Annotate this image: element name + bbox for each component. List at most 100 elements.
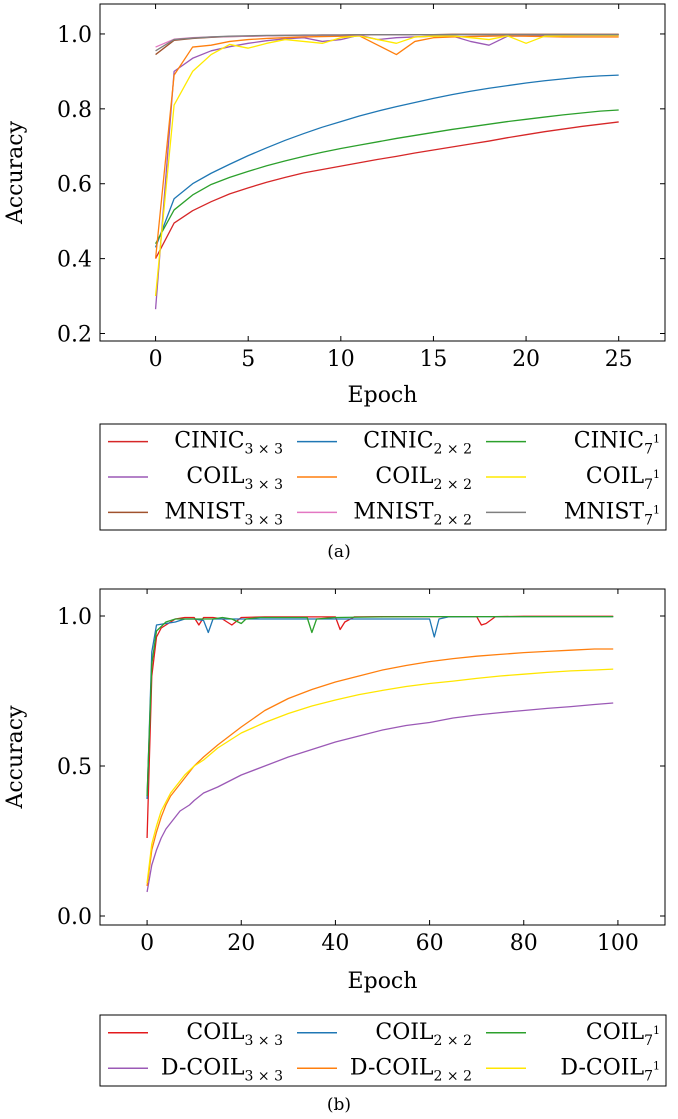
legend-label-superscript: 1	[653, 1024, 660, 1037]
y-tick-label: 0.2	[57, 323, 92, 348]
series-line-d-coil-5	[146, 648, 614, 887]
legend-label-base: MNIST	[564, 499, 645, 524]
legend-label: MNIST3 × 3	[164, 499, 283, 528]
x-tick-label: 5	[241, 347, 255, 372]
figure-caption: (a)	[327, 542, 350, 562]
legend-label: MNIST2 × 2	[353, 499, 472, 528]
y-tick-label: 0.5	[57, 755, 92, 780]
y-axis-label: Accuracy	[3, 120, 28, 225]
legend-label: CINIC3 × 3	[174, 429, 283, 458]
series-line-coil-5	[154, 35, 619, 259]
series-line-coil-2	[146, 615, 614, 800]
legend-label-base: CINIC	[174, 429, 244, 454]
series-line-mnist-9	[155, 34, 619, 52]
legend-label-subscript: 3 × 3	[245, 477, 283, 493]
legend-label-superscript: 1	[653, 468, 660, 481]
plot-frame	[99, 3, 666, 342]
legend-item: MNIST71	[486, 499, 660, 528]
legend-label-subscript: 2 × 2	[434, 477, 472, 493]
legend-label-subscript: 7	[644, 442, 653, 458]
legend-label: MNIST71	[564, 499, 660, 528]
legend-label-base: CINIC	[574, 429, 644, 454]
legend-label-subscript: 2 × 2	[434, 512, 472, 528]
legend-item: D-COIL71	[486, 1055, 660, 1084]
legend-label: COIL71	[586, 1020, 660, 1049]
legend-item: COIL71	[486, 464, 660, 493]
legend-item: COIL2 × 2	[297, 1020, 472, 1049]
y-tick-label: 1.0	[57, 605, 92, 630]
legend-label-base: D-COIL	[350, 1055, 434, 1080]
series-group	[146, 615, 614, 893]
series-line-coil-1	[146, 615, 614, 839]
legend-label-base: CINIC	[363, 429, 433, 454]
legend-item: COIL3 × 3	[108, 464, 283, 493]
legend-item: COIL3 × 3	[108, 1020, 283, 1049]
legend-label: CINIC2 × 2	[363, 429, 472, 458]
legend-label-subscript: 3 × 3	[245, 1033, 283, 1049]
series-line-d-coil-4	[146, 702, 614, 893]
legend-label-subscript: 2 × 2	[434, 442, 472, 458]
legend-box	[99, 423, 667, 531]
legend-item: MNIST2 × 2	[297, 499, 472, 528]
legend-label-base: D-COIL	[560, 1055, 644, 1080]
series-line-d-coil-6	[146, 668, 614, 884]
legend-item: CINIC3 × 3	[108, 429, 283, 458]
legend-label: COIL71	[586, 464, 660, 493]
legend-label: COIL3 × 3	[186, 464, 283, 493]
y-axis-label: Accuracy	[3, 705, 28, 810]
legend-label-superscript: 1	[653, 1059, 660, 1072]
series-line-coil-3	[146, 615, 614, 797]
x-tick-label: 10	[327, 347, 355, 372]
x-tick-label: 25	[605, 347, 633, 372]
x-axis-label: Epoch	[348, 969, 418, 994]
x-tick-label: 40	[321, 931, 349, 956]
legend-label-subscript: 2 × 2	[434, 1068, 472, 1084]
y-tick-label: 0.8	[57, 98, 92, 123]
legend-item: D-COIL3 × 3	[108, 1055, 283, 1084]
legend-label-subscript: 3 × 3	[245, 512, 283, 528]
legend-label-base: COIL	[186, 1020, 245, 1045]
series-group	[154, 33, 619, 310]
series-line-coil-4	[154, 34, 619, 310]
legend-item: COIL71	[486, 1020, 660, 1049]
legend-item: COIL2 × 2	[297, 464, 472, 493]
legend-label-subscript: 7	[644, 512, 653, 528]
legend-label-base: COIL	[186, 464, 245, 489]
legend-label-base: D-COIL	[161, 1055, 245, 1080]
legend-label-base: MNIST	[353, 499, 434, 524]
legend-label-superscript: 1	[653, 433, 660, 446]
legend-label-base: MNIST	[164, 499, 245, 524]
x-axis-label: Epoch	[348, 383, 418, 408]
legend-label-superscript: 1	[653, 503, 660, 516]
legend-label-subscript: 3 × 3	[245, 1068, 283, 1084]
x-tick-label: 60	[416, 931, 444, 956]
plot-frame	[99, 588, 666, 926]
x-tick-label: 0	[140, 931, 154, 956]
series-line-coil-6	[154, 34, 619, 297]
y-tick-label: 0.6	[57, 173, 92, 198]
chart-1: 0 5 10 15 20 25 0.2 0.4 0.6 0.8 1.0 Epoch Accuracy CI…	[3, 3, 667, 562]
legend-label-subscript: 7	[644, 1033, 653, 1049]
y-tick-label: 0.0	[57, 905, 92, 930]
legend-label-base: COIL	[375, 1020, 434, 1045]
legend-label-subscript: 7	[644, 1068, 653, 1084]
x-tick-label: 15	[419, 347, 447, 372]
legend-item: CINIC71	[486, 429, 660, 458]
x-tick-label: 100	[597, 931, 639, 956]
series-line-cinic-3	[155, 109, 619, 244]
legend-label-subscript: 2 × 2	[434, 1033, 472, 1049]
legend-label: COIL2 × 2	[375, 1020, 472, 1049]
legend-label-base: COIL	[586, 464, 645, 489]
x-tick-label: 20	[227, 931, 255, 956]
y-tick-label: 0.4	[57, 248, 92, 273]
legend-item: CINIC2 × 2	[297, 429, 472, 458]
series-line-cinic-1	[154, 121, 619, 259]
legend-box	[99, 1014, 667, 1087]
x-tick-label: 20	[512, 347, 540, 372]
legend-label-subscript: 7	[644, 477, 653, 493]
legend-label-subscript: 3 × 3	[245, 442, 283, 458]
legend-label-base: COIL	[586, 1020, 645, 1045]
